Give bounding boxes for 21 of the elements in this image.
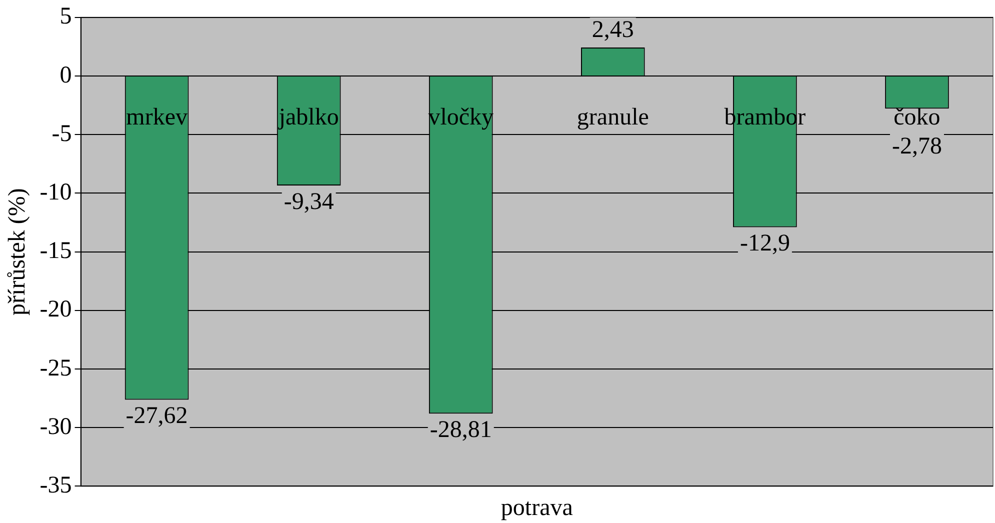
y-tick-label: -15 bbox=[40, 238, 72, 264]
y-tick-label: -10 bbox=[40, 179, 72, 206]
data-label: -28,81 bbox=[430, 416, 492, 443]
y-tick-label: -30 bbox=[40, 414, 72, 440]
data-label: -2,78 bbox=[892, 133, 942, 160]
data-label: -9,34 bbox=[284, 188, 334, 215]
x-tick-label: čoko bbox=[894, 104, 940, 130]
x-tick-label: mrkev bbox=[126, 104, 188, 130]
x-tick-label: jablko bbox=[278, 104, 339, 130]
y-tick-label: 0 bbox=[60, 62, 72, 88]
y-tick-label: -20 bbox=[40, 296, 72, 323]
data-label: -12,9 bbox=[740, 230, 790, 256]
y-axis-title: přírůstek (%) bbox=[4, 188, 31, 316]
data-label: -27,62 bbox=[126, 403, 188, 430]
x-tick-label: granule bbox=[576, 104, 649, 130]
y-tick-label: -35 bbox=[40, 472, 72, 498]
x-axis-title: potrava bbox=[500, 494, 574, 521]
y-tick-label: -25 bbox=[40, 355, 72, 382]
y-tick-label: -5 bbox=[52, 120, 72, 147]
data-label: 2,43 bbox=[592, 16, 634, 43]
y-tick-label: 5 bbox=[60, 4, 72, 30]
